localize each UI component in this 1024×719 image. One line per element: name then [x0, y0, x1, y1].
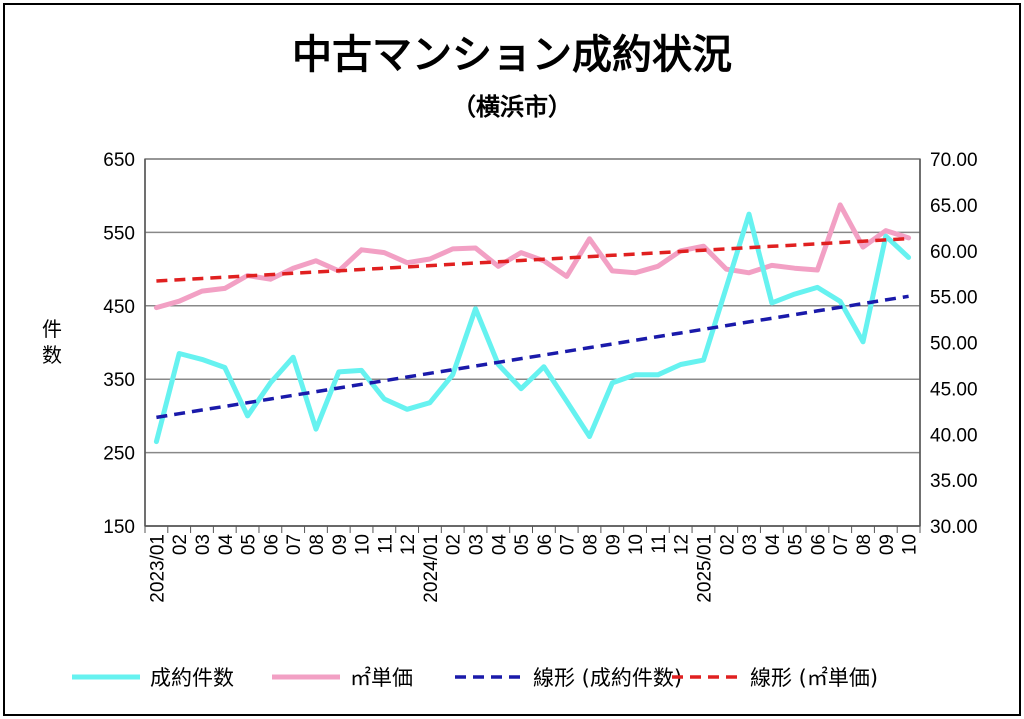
- y-left-tick-label: 450: [103, 297, 135, 318]
- x-tick-label: 04: [216, 534, 237, 556]
- chart-subtitle: （横浜市）: [452, 93, 572, 121]
- x-tick-label: 11: [649, 534, 670, 554]
- y-right-tick-label: 50.00: [930, 334, 978, 355]
- x-tick-label: 07: [558, 534, 579, 555]
- x-tick-label: 10: [900, 534, 921, 555]
- y-axis-label: 件数: [42, 317, 62, 367]
- x-tick-label: 08: [307, 534, 328, 555]
- x-tick-label: 10: [353, 534, 374, 555]
- series-line-2: [153, 202, 912, 311]
- y-right-tick-label: 55.00: [930, 288, 978, 309]
- x-tick-label: 05: [239, 534, 260, 555]
- y-right-tick-label: 60.00: [930, 242, 978, 263]
- legend-label-1: 成約件数: [150, 666, 234, 690]
- x-tick-label: 02: [717, 534, 738, 555]
- chart-title: 中古マンション成約状況: [292, 32, 732, 78]
- x-tick-label: 12: [672, 534, 693, 555]
- x-tick-label: 02: [444, 534, 465, 555]
- legend-label-2: ㎡単価: [350, 666, 413, 690]
- x-tick-label: 03: [740, 534, 761, 555]
- plot-area: 650 550 450 350 250 150 70.00 65.00 60.00 55.00 50…: [103, 150, 977, 603]
- x-tick-label: 03: [193, 534, 214, 555]
- y-left-tick-label: 150: [103, 517, 135, 538]
- y-right-tick-label: 40.00: [930, 425, 978, 446]
- x-tick-label: 09: [330, 534, 351, 555]
- y-right-tick-label: 45.00: [930, 379, 978, 400]
- x-tick-label: 09: [603, 534, 624, 555]
- x-tick-label: 05: [512, 534, 533, 555]
- x-tick-label: 10: [626, 534, 647, 555]
- y-left-tick-label: 250: [103, 444, 135, 465]
- y-right-tick-label: 65.00: [930, 196, 978, 217]
- x-tick-label: 2023/01: [147, 534, 168, 603]
- x-tick-label: 04: [489, 534, 510, 556]
- x-tick-label: 03: [467, 534, 488, 555]
- x-tick-label: 06: [535, 534, 556, 555]
- x-tick-label: 08: [580, 534, 601, 555]
- x-tick-label: 05: [786, 534, 807, 555]
- y-right-tick-label: 70.00: [930, 150, 978, 171]
- y-right-tick-label: 30.00: [930, 517, 978, 538]
- x-tick-label: 12: [398, 534, 419, 555]
- x-tick-label: 07: [284, 534, 305, 555]
- legend: 成約件数 ㎡単価 線形 (成約件数) 線形 (㎡単価): [72, 666, 878, 690]
- y-left-tick-label: 650: [103, 150, 135, 171]
- series-line-1: [153, 211, 912, 445]
- legend-label-3: 線形 (成約件数): [533, 666, 682, 690]
- x-tick-label: 02: [170, 534, 191, 555]
- x-tick-label: 09: [877, 534, 898, 555]
- x-tick-label: 2024/01: [421, 534, 442, 603]
- y-left-tick-label: 550: [103, 223, 135, 244]
- x-tick-label: 06: [808, 534, 829, 555]
- x-tick-label: 04: [763, 534, 784, 556]
- series-line-3: [156, 294, 909, 420]
- x-tick-label: 06: [261, 534, 282, 555]
- x-tick-label: 07: [831, 534, 852, 555]
- y-right-tick-label: 35.00: [930, 471, 978, 492]
- x-tick-label: 2025/01: [694, 534, 715, 603]
- y-left-tick-label: 350: [103, 370, 135, 391]
- x-tick-label: 11: [375, 534, 396, 554]
- x-tick-label: 08: [854, 534, 875, 555]
- legend-label-4: 線形 (㎡単価): [750, 666, 878, 690]
